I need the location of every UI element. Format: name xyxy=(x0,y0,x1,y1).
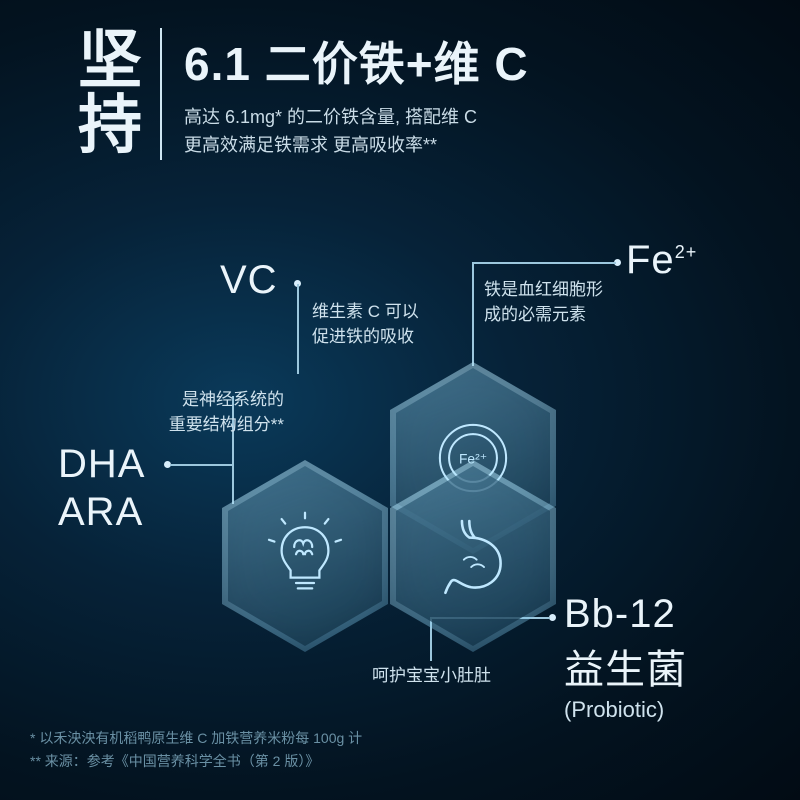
fe-line-h xyxy=(472,262,616,264)
dha-desc: 是神经系统的 重要结构组分** xyxy=(154,388,284,437)
dha-line-h xyxy=(170,464,232,466)
bb12-desc: 呵护宝宝小肚肚 xyxy=(372,664,491,689)
stomach-icon xyxy=(427,510,519,602)
fe-desc-1: 铁是血红细胞形 xyxy=(484,278,603,303)
header-kanji: 坚持 xyxy=(78,28,162,160)
vc-desc-1: 维生素 C 可以 xyxy=(312,300,419,325)
vc-desc: 维生素 C 可以 促进铁的吸收 xyxy=(312,300,419,349)
fe-sup: 2+ xyxy=(675,242,698,262)
lightbulb-brain-icon xyxy=(260,511,350,601)
vc-desc-2: 促进铁的吸收 xyxy=(312,325,419,350)
ara-label: ARA xyxy=(58,488,145,536)
title: 6.1 二价铁+维 C xyxy=(184,28,760,94)
dha-ara-label: DHA ARA xyxy=(58,440,145,536)
footnote-2: ** 来源：参考《中国营养科学全书（第 2 版）》 xyxy=(30,750,362,772)
footnote-1: * 以禾泱泱有机稻鸭原生维 C 加铁营养米粉每 100g 计 xyxy=(30,727,362,749)
dha-desc-1: 是神经系统的 xyxy=(154,388,284,413)
fe-label: Fe2+ xyxy=(626,238,697,283)
bb12-label-group: Bb-12 益生菌 (Probiotic) xyxy=(564,592,687,723)
fe-desc-2: 成的必需元素 xyxy=(484,303,603,328)
fe-line-v xyxy=(472,262,474,366)
vc-line xyxy=(297,284,299,374)
bb12-label3: (Probiotic) xyxy=(564,697,687,723)
subtitle: 高达 6.1mg* 的二价铁含量, 搭配维 C 更高效满足铁需求 更高吸收率** xyxy=(184,104,760,160)
subtitle-line1: 高达 6.1mg* 的二价铁含量, 搭配维 C xyxy=(184,104,760,132)
fe-desc: 铁是血红细胞形 成的必需元素 xyxy=(484,278,603,327)
hex-brain xyxy=(222,460,388,652)
bb12-dot xyxy=(549,614,556,621)
bb12-label2: 益生菌 xyxy=(564,637,687,695)
stomach-svg-icon xyxy=(427,510,519,602)
dha-desc-2: 重要结构组分** xyxy=(154,413,284,438)
brain-icon xyxy=(260,511,350,601)
subtitle-line2: 更高效满足铁需求 更高吸收率** xyxy=(184,132,760,160)
dha-line-v2 xyxy=(232,464,234,504)
header-right: 6.1 二价铁+维 C 高达 6.1mg* 的二价铁含量, 搭配维 C 更高效满… xyxy=(162,28,760,160)
vc-label: VC xyxy=(220,258,278,303)
header: 坚持 6.1 二价铁+维 C 高达 6.1mg* 的二价铁含量, 搭配维 C 更… xyxy=(78,28,760,160)
dha-label: DHA xyxy=(58,440,145,488)
fe-label-text: Fe xyxy=(626,238,675,282)
bb12-label1: Bb-12 xyxy=(564,592,687,637)
footnote: * 以禾泱泱有机稻鸭原生维 C 加铁营养米粉每 100g 计 ** 来源：参考《… xyxy=(30,727,362,772)
